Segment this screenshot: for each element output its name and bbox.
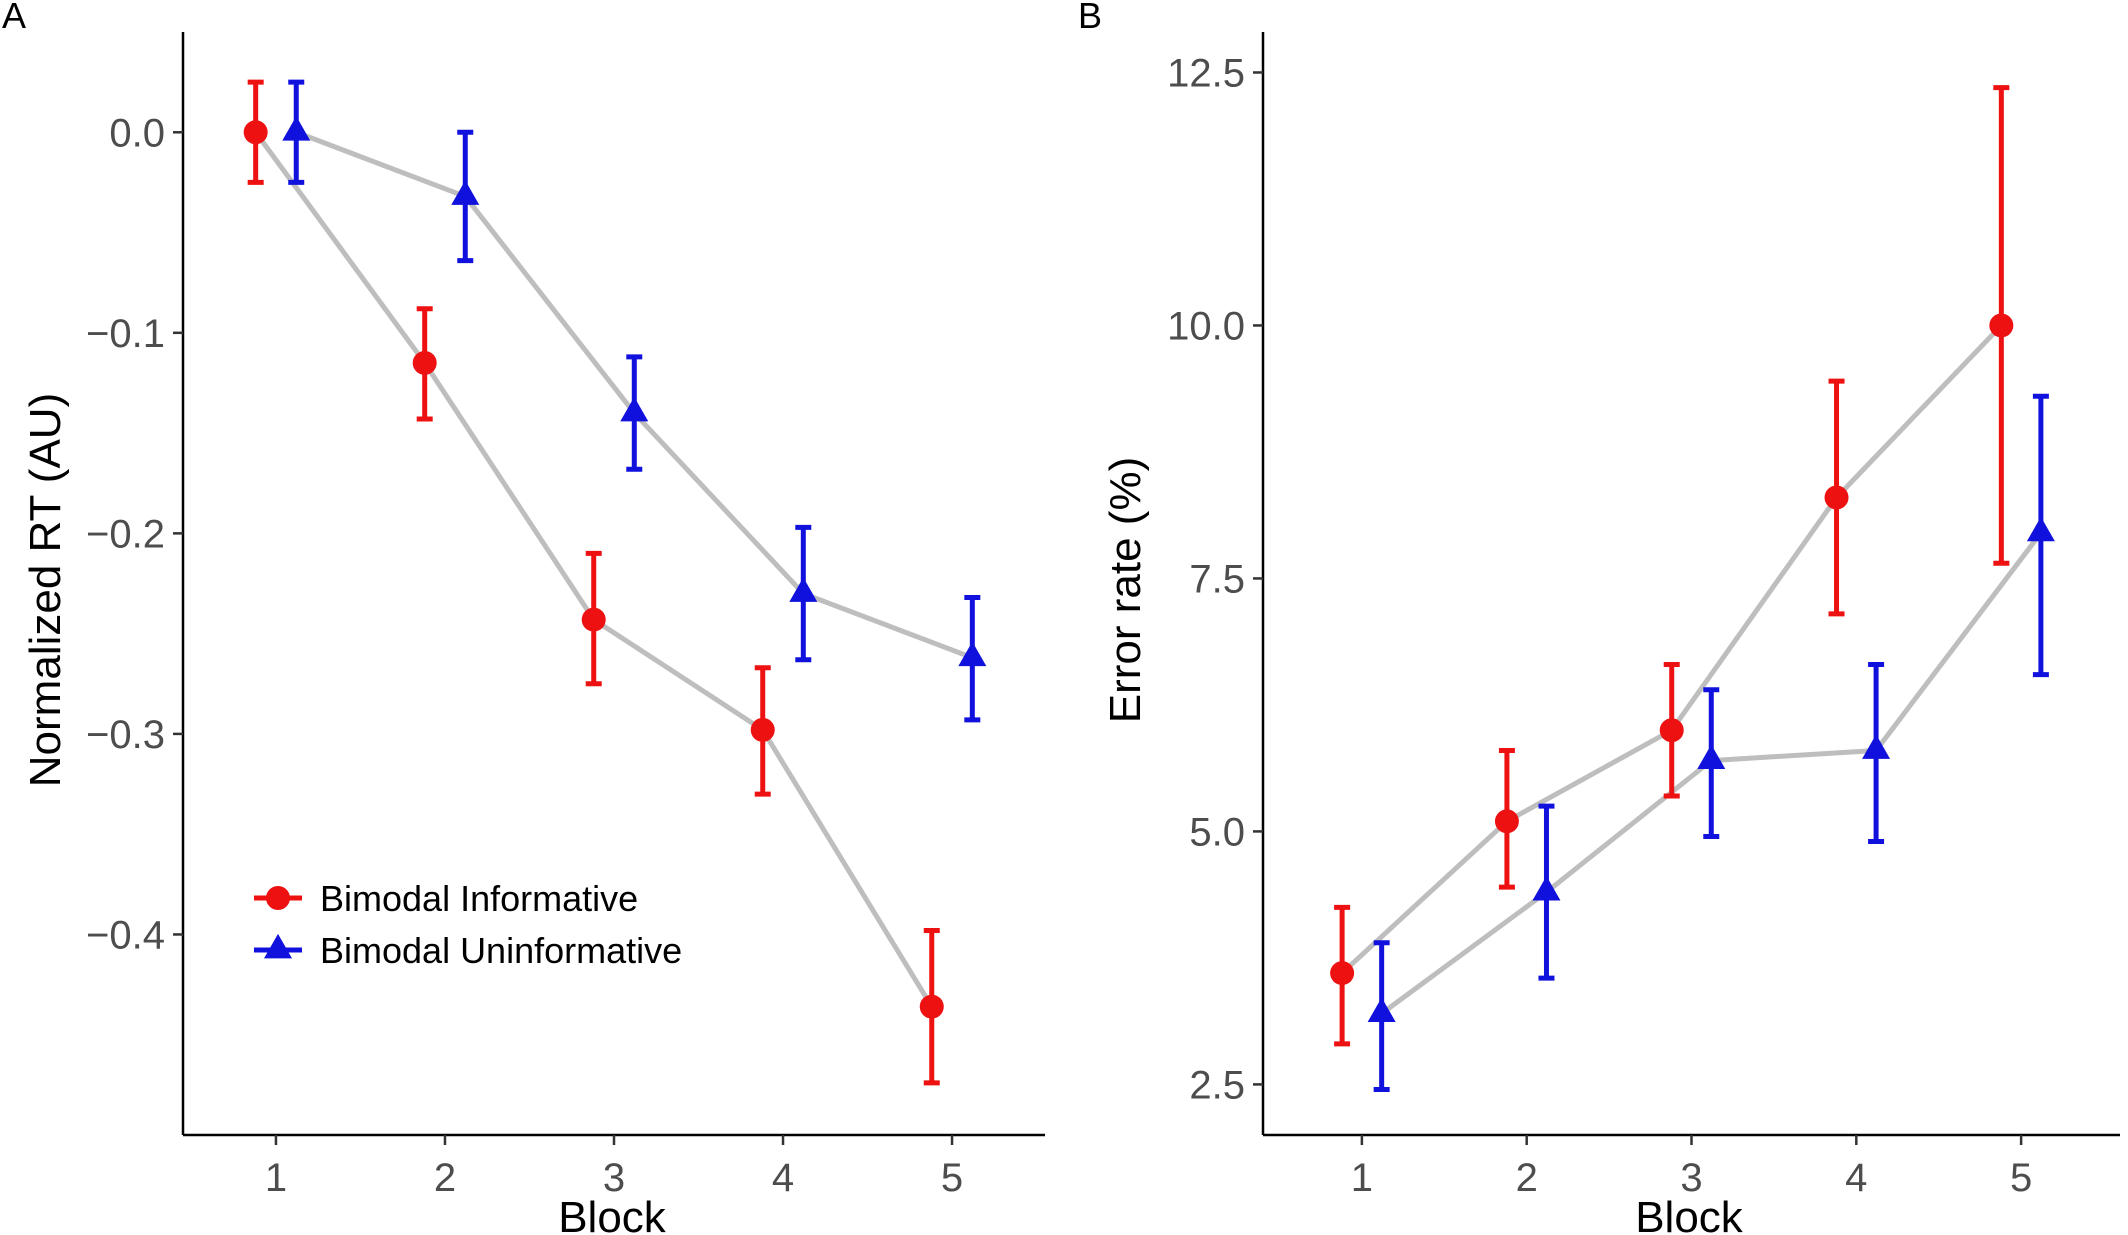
y-tick-label: 5.0 bbox=[1189, 810, 1245, 854]
data-point bbox=[1697, 744, 1726, 769]
data-point bbox=[581, 607, 606, 632]
panel-a-rt-chart: A Block Normalized RT (AU) 0.0 −0.1 −0.2 −0… bbox=[2, 0, 1045, 1235]
legend-label: Bimodal Informative bbox=[320, 878, 638, 919]
legend-item: Bimodal Informative bbox=[254, 878, 638, 919]
data-point bbox=[2026, 516, 2055, 542]
series-points bbox=[1330, 85, 2014, 1047]
plot-area: 0.0 −0.1 −0.2 −0.3 −0.4 1 2 3 4 5 bbox=[86, 32, 1045, 1200]
x-tick-label: 1 bbox=[1351, 1156, 1373, 1200]
x-axis-title: Block bbox=[1635, 1193, 1744, 1235]
y-tick-label: 2.5 bbox=[1189, 1063, 1245, 1107]
x-tick-label: 2 bbox=[1516, 1156, 1538, 1200]
y-axis-title: Error rate (%) bbox=[1101, 457, 1150, 723]
panel-b-error-chart: B Block Error rate (%) 2.5 5.0 7.5 10.0 12.5… bbox=[1078, 0, 2120, 1235]
legend: Bimodal Informative Bimodal Uninformative bbox=[254, 878, 682, 971]
y-tick-label: 7.5 bbox=[1189, 557, 1245, 601]
data-point bbox=[1824, 485, 1849, 510]
plot-area: 2.5 5.0 7.5 10.0 12.5 1 2 3 4 5 bbox=[1167, 32, 2120, 1200]
series-points bbox=[243, 79, 944, 1086]
y-tick-label: 10.0 bbox=[1167, 304, 1245, 348]
data-point bbox=[919, 994, 944, 1019]
data-point bbox=[1367, 997, 1396, 1022]
data-point bbox=[1862, 734, 1891, 759]
series-points bbox=[282, 79, 987, 723]
y-tick-label: 0.0 bbox=[109, 111, 165, 155]
data-point bbox=[958, 641, 987, 667]
panel-label-a: A bbox=[2, 0, 26, 36]
x-tick-label: 2 bbox=[434, 1156, 456, 1200]
legend-item: Bimodal Uninformative bbox=[254, 930, 682, 971]
data-point bbox=[1330, 961, 1355, 986]
data-point bbox=[1659, 718, 1684, 743]
panel-label-b: B bbox=[1078, 0, 1102, 36]
x-tick-label: 1 bbox=[265, 1156, 287, 1200]
y-axis-title: Normalized RT (AU) bbox=[21, 393, 70, 787]
data-point bbox=[620, 396, 649, 422]
y-tick-label: −0.3 bbox=[86, 713, 165, 757]
x-tick-label: 4 bbox=[772, 1156, 794, 1200]
data-point bbox=[1494, 809, 1519, 834]
y-tick-label: −0.1 bbox=[86, 312, 165, 356]
data-point bbox=[1989, 313, 2014, 338]
data-point bbox=[1532, 876, 1561, 901]
y-tick-label: 12.5 bbox=[1167, 51, 1245, 95]
x-axis-title: Block bbox=[558, 1193, 667, 1235]
data-point bbox=[243, 120, 268, 145]
x-tick-label: 3 bbox=[1680, 1156, 1702, 1200]
x-tick-label: 4 bbox=[1845, 1156, 1867, 1200]
legend-key-marker bbox=[264, 933, 292, 959]
legend-label: Bimodal Uninformative bbox=[320, 930, 682, 971]
data-point bbox=[750, 717, 775, 742]
data-point bbox=[451, 180, 480, 205]
data-point bbox=[282, 116, 311, 141]
data-point bbox=[789, 577, 818, 602]
y-tick-label: −0.2 bbox=[86, 512, 165, 556]
y-tick-label: −0.4 bbox=[86, 913, 165, 957]
legend-key-marker bbox=[266, 886, 290, 910]
x-tick-label: 5 bbox=[2010, 1156, 2032, 1200]
x-tick-label: 3 bbox=[603, 1156, 625, 1200]
x-tick-label: 5 bbox=[941, 1156, 963, 1200]
series-points bbox=[1367, 393, 2055, 1092]
data-point bbox=[412, 350, 437, 375]
